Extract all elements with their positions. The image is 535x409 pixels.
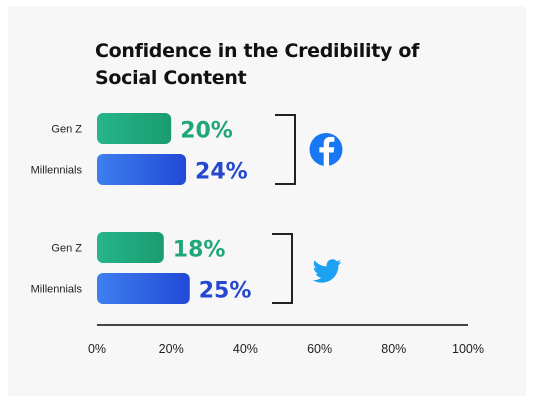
category-label: Millennials (31, 165, 83, 177)
x-tick-label: 0% (88, 342, 106, 356)
group-bracket (275, 114, 296, 185)
twitter-icon (312, 259, 342, 283)
x-tick-label: 60% (307, 342, 332, 356)
category-label: Gen Z (51, 243, 82, 255)
x-tick-label: 100% (452, 342, 484, 356)
bar-genz-2 (97, 232, 164, 263)
data-label: 20% (180, 119, 233, 144)
bar-genz-1 (97, 113, 172, 144)
data-label: 24% (195, 160, 248, 185)
x-tick-label: 20% (159, 342, 184, 356)
group-bracket (272, 233, 293, 304)
data-label: 25% (199, 279, 252, 304)
bar-millennials-1 (97, 154, 187, 185)
x-tick-label: 80% (381, 342, 406, 356)
data-label: 18% (173, 238, 226, 263)
chart-title: Confidence in the Credibility of Social … (95, 40, 420, 89)
bar-millennials-2 (97, 273, 190, 304)
facebook-icon (309, 133, 343, 167)
category-label: Gen Z (51, 124, 82, 136)
x-tick-label: 40% (233, 342, 258, 356)
chart-card (8, 6, 526, 396)
category-label: Millennials (31, 284, 83, 296)
